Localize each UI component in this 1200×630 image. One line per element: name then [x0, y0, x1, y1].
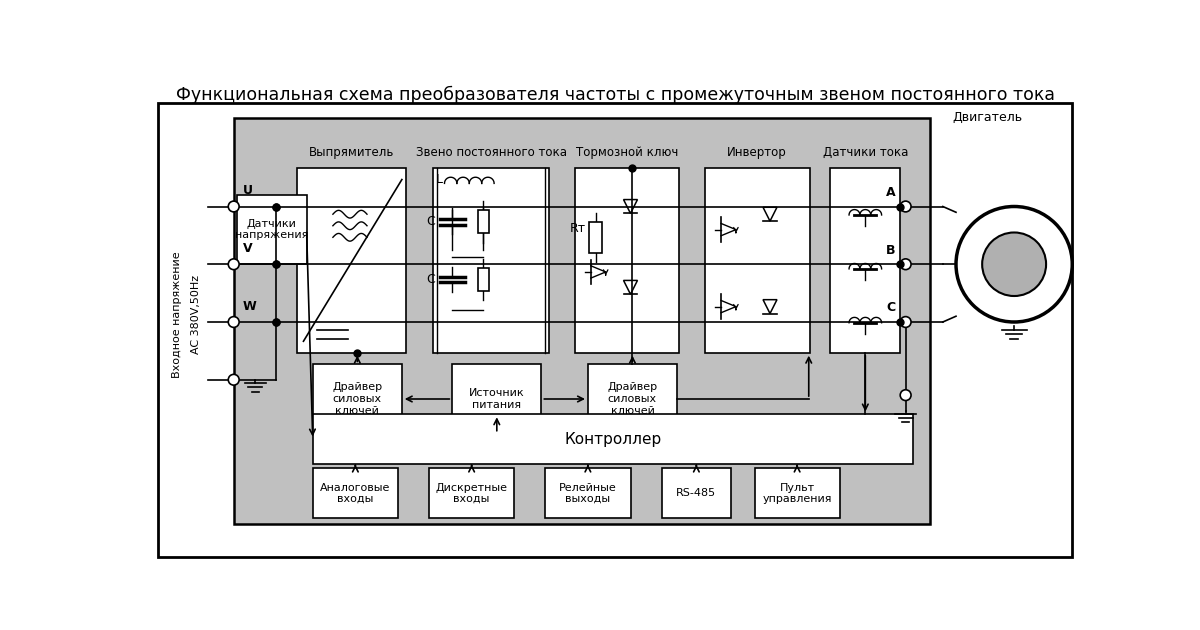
Bar — [313, 364, 402, 433]
Circle shape — [228, 259, 239, 270]
Bar — [478, 210, 488, 234]
Text: U: U — [242, 184, 253, 197]
Text: RS-485: RS-485 — [677, 488, 716, 498]
Bar — [478, 268, 488, 291]
Bar — [545, 468, 630, 518]
Circle shape — [228, 317, 239, 328]
Text: Дискретные
входы: Дискретные входы — [436, 483, 508, 504]
Bar — [313, 468, 398, 518]
Text: Контроллер: Контроллер — [564, 432, 661, 447]
Bar — [236, 195, 306, 264]
Text: B: B — [887, 244, 895, 256]
Text: A: A — [887, 186, 896, 199]
Bar — [661, 468, 731, 518]
Bar — [575, 168, 679, 353]
Text: Выпрямитель: Выпрямитель — [308, 146, 394, 159]
Bar — [298, 168, 406, 353]
Text: Драйвер
силовых
ключей: Драйвер силовых ключей — [607, 382, 658, 416]
Bar — [313, 415, 913, 464]
Text: Источник
питания: Источник питания — [469, 388, 524, 410]
Text: Инвертор: Инвертор — [727, 146, 787, 159]
Circle shape — [900, 201, 911, 212]
Text: AC 380V,50Hz: AC 380V,50Hz — [192, 275, 202, 354]
Circle shape — [956, 207, 1073, 322]
Text: Rт: Rт — [570, 222, 587, 234]
Text: C: C — [887, 301, 895, 314]
Text: Тормозной ключ: Тормозной ключ — [576, 146, 678, 159]
Text: Звено постоянного тока: Звено постоянного тока — [415, 146, 566, 159]
Text: Датчики
напряжения: Датчики напряжения — [235, 219, 308, 241]
Circle shape — [982, 232, 1046, 296]
Text: Датчики тока: Датчики тока — [823, 146, 908, 159]
Circle shape — [900, 259, 911, 270]
Circle shape — [900, 317, 911, 328]
Bar — [430, 468, 515, 518]
Text: Релейные
выходы: Релейные выходы — [559, 483, 617, 504]
Text: Аналоговые
входы: Аналоговые входы — [320, 483, 390, 504]
Text: L: L — [436, 173, 443, 186]
Text: W: W — [242, 300, 257, 312]
Bar — [589, 222, 602, 253]
Text: V: V — [242, 242, 253, 255]
Bar — [755, 468, 840, 518]
Text: C: C — [426, 273, 436, 286]
Bar — [830, 168, 900, 353]
Text: C: C — [426, 215, 436, 229]
Text: Двигатель: Двигатель — [952, 112, 1022, 125]
Text: Пульт
управления: Пульт управления — [762, 483, 832, 504]
Text: Входное напряжение: Входное напряжение — [172, 251, 182, 377]
Circle shape — [900, 390, 911, 401]
Bar — [452, 364, 541, 433]
Text: Драйвер
силовых
ключей: Драйвер силовых ключей — [332, 382, 383, 416]
Text: Функциональная схема преобразователя частоты с промежуточным звеном постоянного : Функциональная схема преобразователя час… — [175, 86, 1055, 104]
Bar — [234, 118, 930, 524]
Circle shape — [228, 374, 239, 385]
Bar — [433, 168, 550, 353]
Bar — [588, 364, 677, 433]
Bar — [704, 168, 810, 353]
Circle shape — [228, 201, 239, 212]
